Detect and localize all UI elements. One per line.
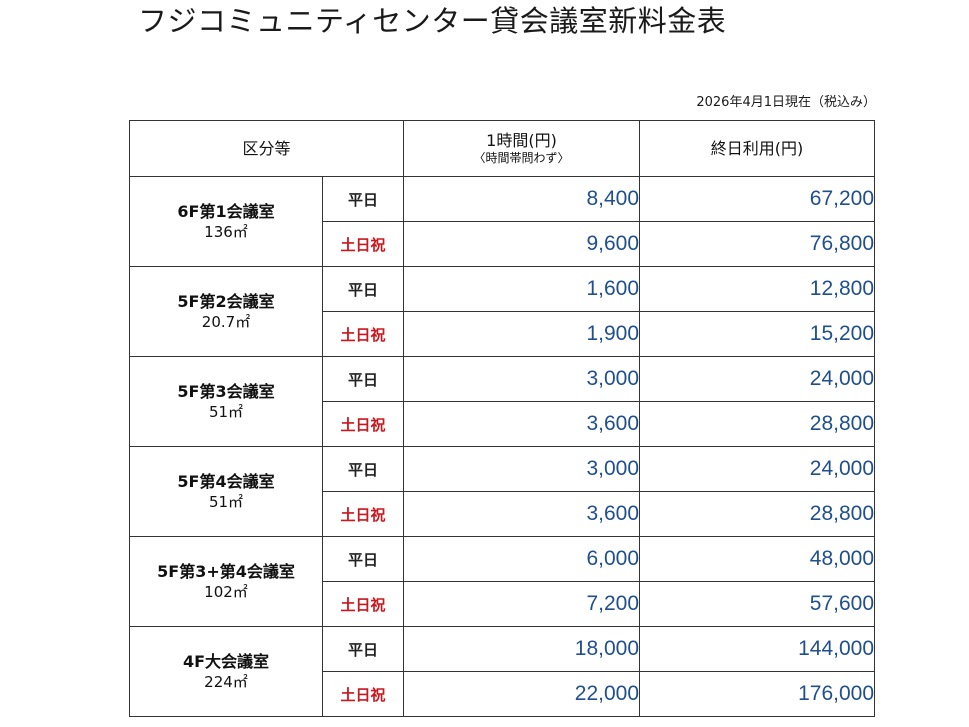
table-row: 5F第4会議室 51㎡ 平日 3,000 24,000 [129,446,876,537]
weekend-holiday-label: 土日祝 [321,221,405,267]
hourly-rate-value: 6,000 [403,536,641,582]
table-row: 土日祝 22,000 176,000 [130,671,876,717]
full-day-rate-value: 12,800 [639,266,876,312]
room-area: 224㎡ [204,673,248,691]
hourly-rate-value: 1,900 [403,311,641,357]
table-row: 土日祝 3,600 28,800 [130,491,876,537]
hourly-rate-value: 8,400 [403,176,641,222]
room-area: 51㎡ [208,493,244,511]
as-of-date-note: 2026年4月1日現在（税込み） [696,95,876,110]
room-name: 5F第3+第4会議室 [157,562,295,581]
full-day-rate-value: 24,000 [639,446,876,492]
full-day-rate-value: 15,200 [639,311,876,357]
hourly-rate-value: 3,600 [403,491,641,537]
hourly-rate-value: 9,600 [403,221,641,267]
full-day-rate-value: 28,800 [639,401,876,447]
weekend-holiday-label: 土日祝 [321,401,405,447]
room-name: 6F第1会議室 [177,202,275,221]
room-name: 5F第2会議室 [177,292,275,311]
weekend-holiday-label: 土日祝 [321,581,405,627]
weekend-holiday-label: 土日祝 [321,491,405,537]
category-header: 区分等 [128,120,405,177]
weekend-holiday-label: 土日祝 [321,311,405,357]
room-area: 51㎡ [208,403,244,421]
room-name: 5F第4会議室 [177,472,275,491]
room-cell: 5F第2会議室 20.7㎡ [129,266,323,357]
full-day-rate-header: 終日利用(円) [639,120,876,177]
table-row: 6F第1会議室 136㎡ 平日 8,400 67,200 [129,176,876,267]
room-cell: 5F第3会議室 51㎡ [129,356,323,447]
table-row: 4F大会議室 224㎡ 平日 18,000 144,000 [129,626,876,717]
full-day-rate-value: 67,200 [639,176,876,222]
hourly-rate-value: 1,600 [403,266,641,312]
hourly-rate-value: 7,200 [403,581,641,627]
weekday-label: 平日 [321,176,405,222]
hourly-rate-value: 3,600 [403,401,641,447]
table-header-row: 区分等 1時間(円) 〈時間帯問わず〉 終日利用(円) [128,120,876,177]
room-cell: 5F第4会議室 51㎡ [129,446,323,537]
room-cell: 4F大会議室 224㎡ [129,626,323,717]
table-row: 土日祝 9,600 76,800 [130,221,876,267]
room-name: 5F第3会議室 [177,382,275,401]
table-row: 5F第3会議室 51㎡ 平日 3,000 24,000 [129,356,876,447]
room-area: 136㎡ [204,223,248,241]
weekday-label: 平日 [321,446,405,492]
hourly-rate-header-note: 〈時間帯問わず〉 [473,151,570,165]
weekday-label: 平日 [321,626,405,672]
hourly-rate-value: 18,000 [403,626,641,672]
full-day-rate-header-label: 終日利用(円) [710,138,804,158]
hourly-rate-value: 3,000 [403,356,641,402]
weekday-label: 平日 [321,356,405,402]
room-cell: 6F第1会議室 136㎡ [129,176,323,267]
weekend-holiday-label: 土日祝 [321,671,405,717]
weekday-label: 平日 [321,266,405,312]
table-row: 5F第2会議室 20.7㎡ 平日 1,600 12,800 [129,266,876,357]
full-day-rate-value: 176,000 [639,671,876,717]
page-title: フジコミュニティセンター貸会議室新料金表 [138,4,727,38]
fee-table-body: 6F第1会議室 136㎡ 平日 8,400 67,200 土日祝 9,600 76,800 5F… [129,176,876,717]
hourly-rate-value: 22,000 [403,671,641,717]
table-row: 5F第3+第4会議室 102㎡ 平日 6,000 48,000 [129,536,876,627]
full-day-rate-value: 144,000 [639,626,876,672]
hourly-rate-header-label: 1時間(円) [486,131,557,150]
room-area: 102㎡ [204,583,248,601]
room-name: 4F大会議室 [182,652,270,671]
hourly-rate-header: 1時間(円) 〈時間帯問わず〉 [403,120,641,177]
full-day-rate-value: 76,800 [639,221,876,267]
full-day-rate-value: 57,600 [639,581,876,627]
room-area: 20.7㎡ [201,313,251,331]
table-row: 土日祝 3,600 28,800 [130,401,876,447]
full-day-rate-value: 28,800 [639,491,876,537]
room-cell: 5F第3+第4会議室 102㎡ [129,536,323,627]
weekday-label: 平日 [321,536,405,582]
full-day-rate-value: 48,000 [639,536,876,582]
table-row: 土日祝 1,900 15,200 [130,311,876,357]
table-row: 土日祝 7,200 57,600 [130,581,876,627]
hourly-rate-value: 3,000 [403,446,641,492]
category-header-label: 区分等 [242,138,291,158]
full-day-rate-value: 24,000 [639,356,876,402]
